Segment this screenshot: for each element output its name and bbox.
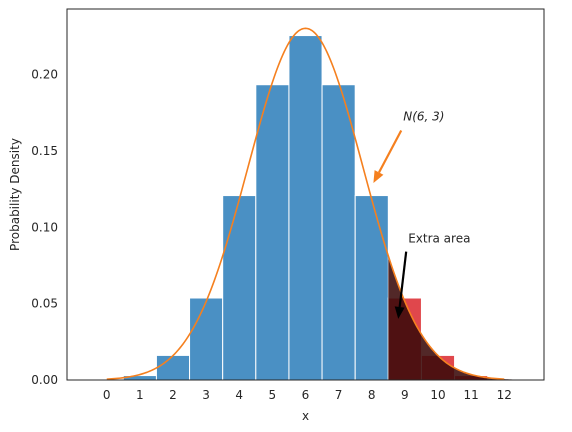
- x-tick-label: 12: [497, 388, 512, 402]
- y-tick-label: 0.15: [31, 144, 58, 158]
- axes-frame: [66, 8, 545, 381]
- x-tick-label: 0: [103, 388, 111, 402]
- x-tick-label: 7: [335, 388, 343, 402]
- y-axis-label: Probability Density: [8, 138, 22, 251]
- plot-area: [89, 27, 522, 380]
- normal-curve: [106, 27, 505, 380]
- bar-4: [222, 195, 257, 380]
- y-tick-label: 0.20: [31, 68, 58, 82]
- bar-6: [288, 35, 323, 380]
- x-axis-ticks: 0 1 2 3 4 5 6 7 8 9 10 11 12: [103, 388, 512, 402]
- extra-area-arrow: [398, 251, 408, 308]
- curve-arrow-head: [373, 170, 384, 184]
- x-tick-label: 10: [430, 388, 445, 402]
- x-tick-label: 6: [302, 388, 310, 402]
- y-axis-ticks: 0.00 0.05 0.10 0.15 0.20: [31, 68, 58, 387]
- y-tick-label: 0.05: [31, 297, 58, 311]
- x-tick-label: 9: [401, 388, 409, 402]
- x-tick-label: 5: [269, 388, 277, 402]
- curve-arrow: [378, 129, 403, 173]
- x-tick-label: 3: [202, 388, 210, 402]
- bar-5: [255, 84, 290, 380]
- x-tick-label: 4: [235, 388, 243, 402]
- y-tick-label: 0.00: [31, 373, 58, 387]
- bar-3: [189, 297, 224, 380]
- x-tick-label: 2: [169, 388, 177, 402]
- x-tick-label: 1: [136, 388, 144, 402]
- extra-area-shade: [388, 255, 521, 380]
- bar-8: [354, 195, 389, 380]
- bar-2: [155, 354, 191, 380]
- extra-area-arrow-head: [394, 306, 405, 319]
- y-tick-label: 0.10: [31, 220, 58, 234]
- x-axis-label: x: [302, 409, 309, 423]
- bar-7: [321, 84, 356, 380]
- x-tick-label: 8: [368, 388, 376, 402]
- annotations: N(6, 3) Extra area: [373, 109, 470, 319]
- x-tick-label: 11: [463, 388, 478, 402]
- curve-label: N(6, 3): [403, 109, 444, 123]
- extra-area-label: Extra area: [408, 232, 470, 246]
